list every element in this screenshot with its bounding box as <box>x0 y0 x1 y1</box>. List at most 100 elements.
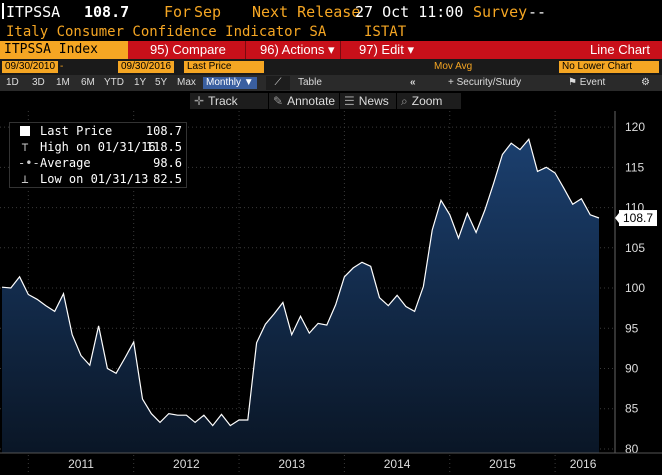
security-field[interactable]: ITPSSA Index <box>0 41 128 59</box>
last-price: 108.7 <box>84 3 130 21</box>
security-study-label: Security/Study <box>456 77 522 88</box>
y-tick-label: 120 <box>625 120 645 134</box>
period-3d[interactable]: 3D <box>32 77 45 88</box>
end-date-field[interactable]: 09/30/2016 <box>118 61 175 73</box>
legend-high-value: 118.5 <box>145 140 182 154</box>
table-button[interactable]: Table <box>298 77 322 88</box>
y-tick-label: 100 <box>625 281 645 295</box>
quote-header: ITPSSA 108.7 For Sep Next Release 27 Oct… <box>0 0 662 24</box>
command-cursor <box>2 3 4 19</box>
average-marker-icon: -•- <box>18 156 40 170</box>
actions-menu[interactable]: 96) Actions ▾ <box>245 41 340 59</box>
chart-type-label[interactable]: Line Chart <box>590 42 650 57</box>
last-value-label: 108.7 <box>615 210 657 227</box>
legend-average-value: 98.6 <box>153 156 182 170</box>
start-date-field[interactable]: 09/30/2010 <box>2 61 59 73</box>
legend-last-price-label: Last Price <box>40 124 113 138</box>
chart-legend[interactable]: Last Price 108.7 ⊤ High on 01/31/16 118.… <box>9 122 187 188</box>
edit-label: 97) Edit <box>359 42 404 57</box>
period-5y[interactable]: 5Y <box>155 77 168 88</box>
compare-button[interactable]: 95) Compare <box>150 42 226 57</box>
line-chart-icon[interactable]: ⟋ <box>266 76 290 90</box>
plus-icon: + <box>448 77 457 88</box>
x-tick-label: 2016 <box>570 457 597 471</box>
zoom-label: Zoom <box>411 94 443 108</box>
lower-chart-select[interactable]: No Lower Chart <box>559 61 659 73</box>
security-name: Italy Consumer Confidence Indicator SA <box>6 24 327 40</box>
legend-low-label: Low on 01/31/13 <box>40 172 149 186</box>
chevron-down-icon: ▾ <box>327 42 335 57</box>
track-button[interactable]: ✛ Track <box>190 93 268 109</box>
x-tick-label: 2014 <box>384 457 411 471</box>
white-square-icon <box>20 126 30 136</box>
event-label: Event <box>579 77 606 88</box>
price-line <box>1 137 600 427</box>
for-label: For <box>164 3 192 21</box>
survey-value: -- <box>528 3 547 21</box>
zoom-button[interactable]: ⌕ Zoom <box>397 93 461 109</box>
frequency-label: Monthly <box>206 77 242 88</box>
period-1y[interactable]: 1Y <box>134 77 147 88</box>
chevron-left-icon[interactable]: « <box>410 77 416 88</box>
legend-average-label: Average <box>40 156 91 170</box>
survey-label: Survey <box>473 3 528 21</box>
y-tick-label: 90 <box>625 362 639 376</box>
period-6m[interactable]: 6M <box>81 77 95 88</box>
x-tick-label: 2013 <box>278 457 305 471</box>
pencil-icon: ✎ <box>273 94 284 108</box>
date-separator: - <box>60 61 64 72</box>
x-tick-label: 2015 <box>489 457 516 471</box>
annotate-label: Annotate <box>287 94 336 108</box>
x-tick-label: 2011 <box>68 457 94 471</box>
last-value-text: 108.7 <box>623 211 653 225</box>
y-tick-label: 80 <box>625 442 639 456</box>
security-description: Italy Consumer Confidence Indicator SA I… <box>0 24 662 41</box>
ticker-symbol[interactable]: ITPSSA <box>6 3 61 21</box>
date-range-row: 09/30/2010 - 09/30/2016 Last Price Mov A… <box>0 59 662 75</box>
y-tick-label: 105 <box>625 241 645 255</box>
next-release-value: 27 Oct 11:00 <box>355 3 464 21</box>
news-label: News <box>358 94 389 108</box>
news-icon: ☰ <box>344 94 355 108</box>
event-button[interactable]: ⚑ Event <box>568 77 605 89</box>
for-value: Sep <box>194 3 222 21</box>
mov-avg-label[interactable]: Mov Avg <box>434 61 473 72</box>
period-1d[interactable]: 1D <box>6 77 19 88</box>
data-source: ISTAT <box>364 24 407 40</box>
function-bar: ITPSSA Index 95) Compare 96) Actions ▾ 9… <box>0 41 662 59</box>
period-max[interactable]: Max <box>177 77 196 88</box>
legend-last-price: Last Price 108.7 <box>14 123 186 139</box>
legend-low: ⊥ Low on 01/31/13 82.5 <box>14 171 186 187</box>
field-select[interactable]: Last Price <box>184 61 264 73</box>
legend-high: ⊤ High on 01/31/16 118.5 <box>14 139 186 155</box>
low-marker-icon: ⊥ <box>21 172 29 186</box>
flag-icon: ⚑ <box>568 77 580 88</box>
security-study-button[interactable]: + Security/Study <box>448 77 521 89</box>
legend-high-label: High on 01/31/16 <box>40 140 156 154</box>
next-release-label: Next Release <box>252 3 361 21</box>
settings-icon[interactable]: ⚙ <box>641 77 650 88</box>
chevron-down-icon: ▾ <box>407 42 414 57</box>
zoom-icon: ⌕ <box>401 94 408 108</box>
y-tick-label: 85 <box>625 402 639 416</box>
y-tick-label: 95 <box>625 321 639 335</box>
period-1m[interactable]: 1M <box>56 77 70 88</box>
period-row: 1D 3D 1M 6M YTD 1Y 5Y Max Monthly ▼ ⟋ Ta… <box>0 75 662 91</box>
legend-average: -•- Average 98.6 <box>14 155 186 171</box>
chart-tools-row: ✛ Track ✎ Annotate ☰ News ⌕ Zoom <box>0 91 662 111</box>
annotate-button[interactable]: ✎ Annotate <box>269 93 339 109</box>
legend-last-price-value: 108.7 <box>145 124 182 138</box>
track-label: Track <box>208 94 238 108</box>
legend-low-value: 82.5 <box>153 172 182 186</box>
news-button[interactable]: ☰ News <box>340 93 396 109</box>
y-tick-label: 115 <box>625 160 644 174</box>
period-ytd[interactable]: YTD <box>104 77 124 88</box>
crosshair-icon: ✛ <box>194 94 205 108</box>
frequency-select[interactable]: Monthly ▼ <box>203 77 257 89</box>
x-tick-label: 2012 <box>173 457 200 471</box>
edit-menu[interactable]: 97) Edit ▾ <box>340 41 425 59</box>
high-marker-icon: ⊤ <box>21 140 29 154</box>
price-area <box>2 139 599 453</box>
